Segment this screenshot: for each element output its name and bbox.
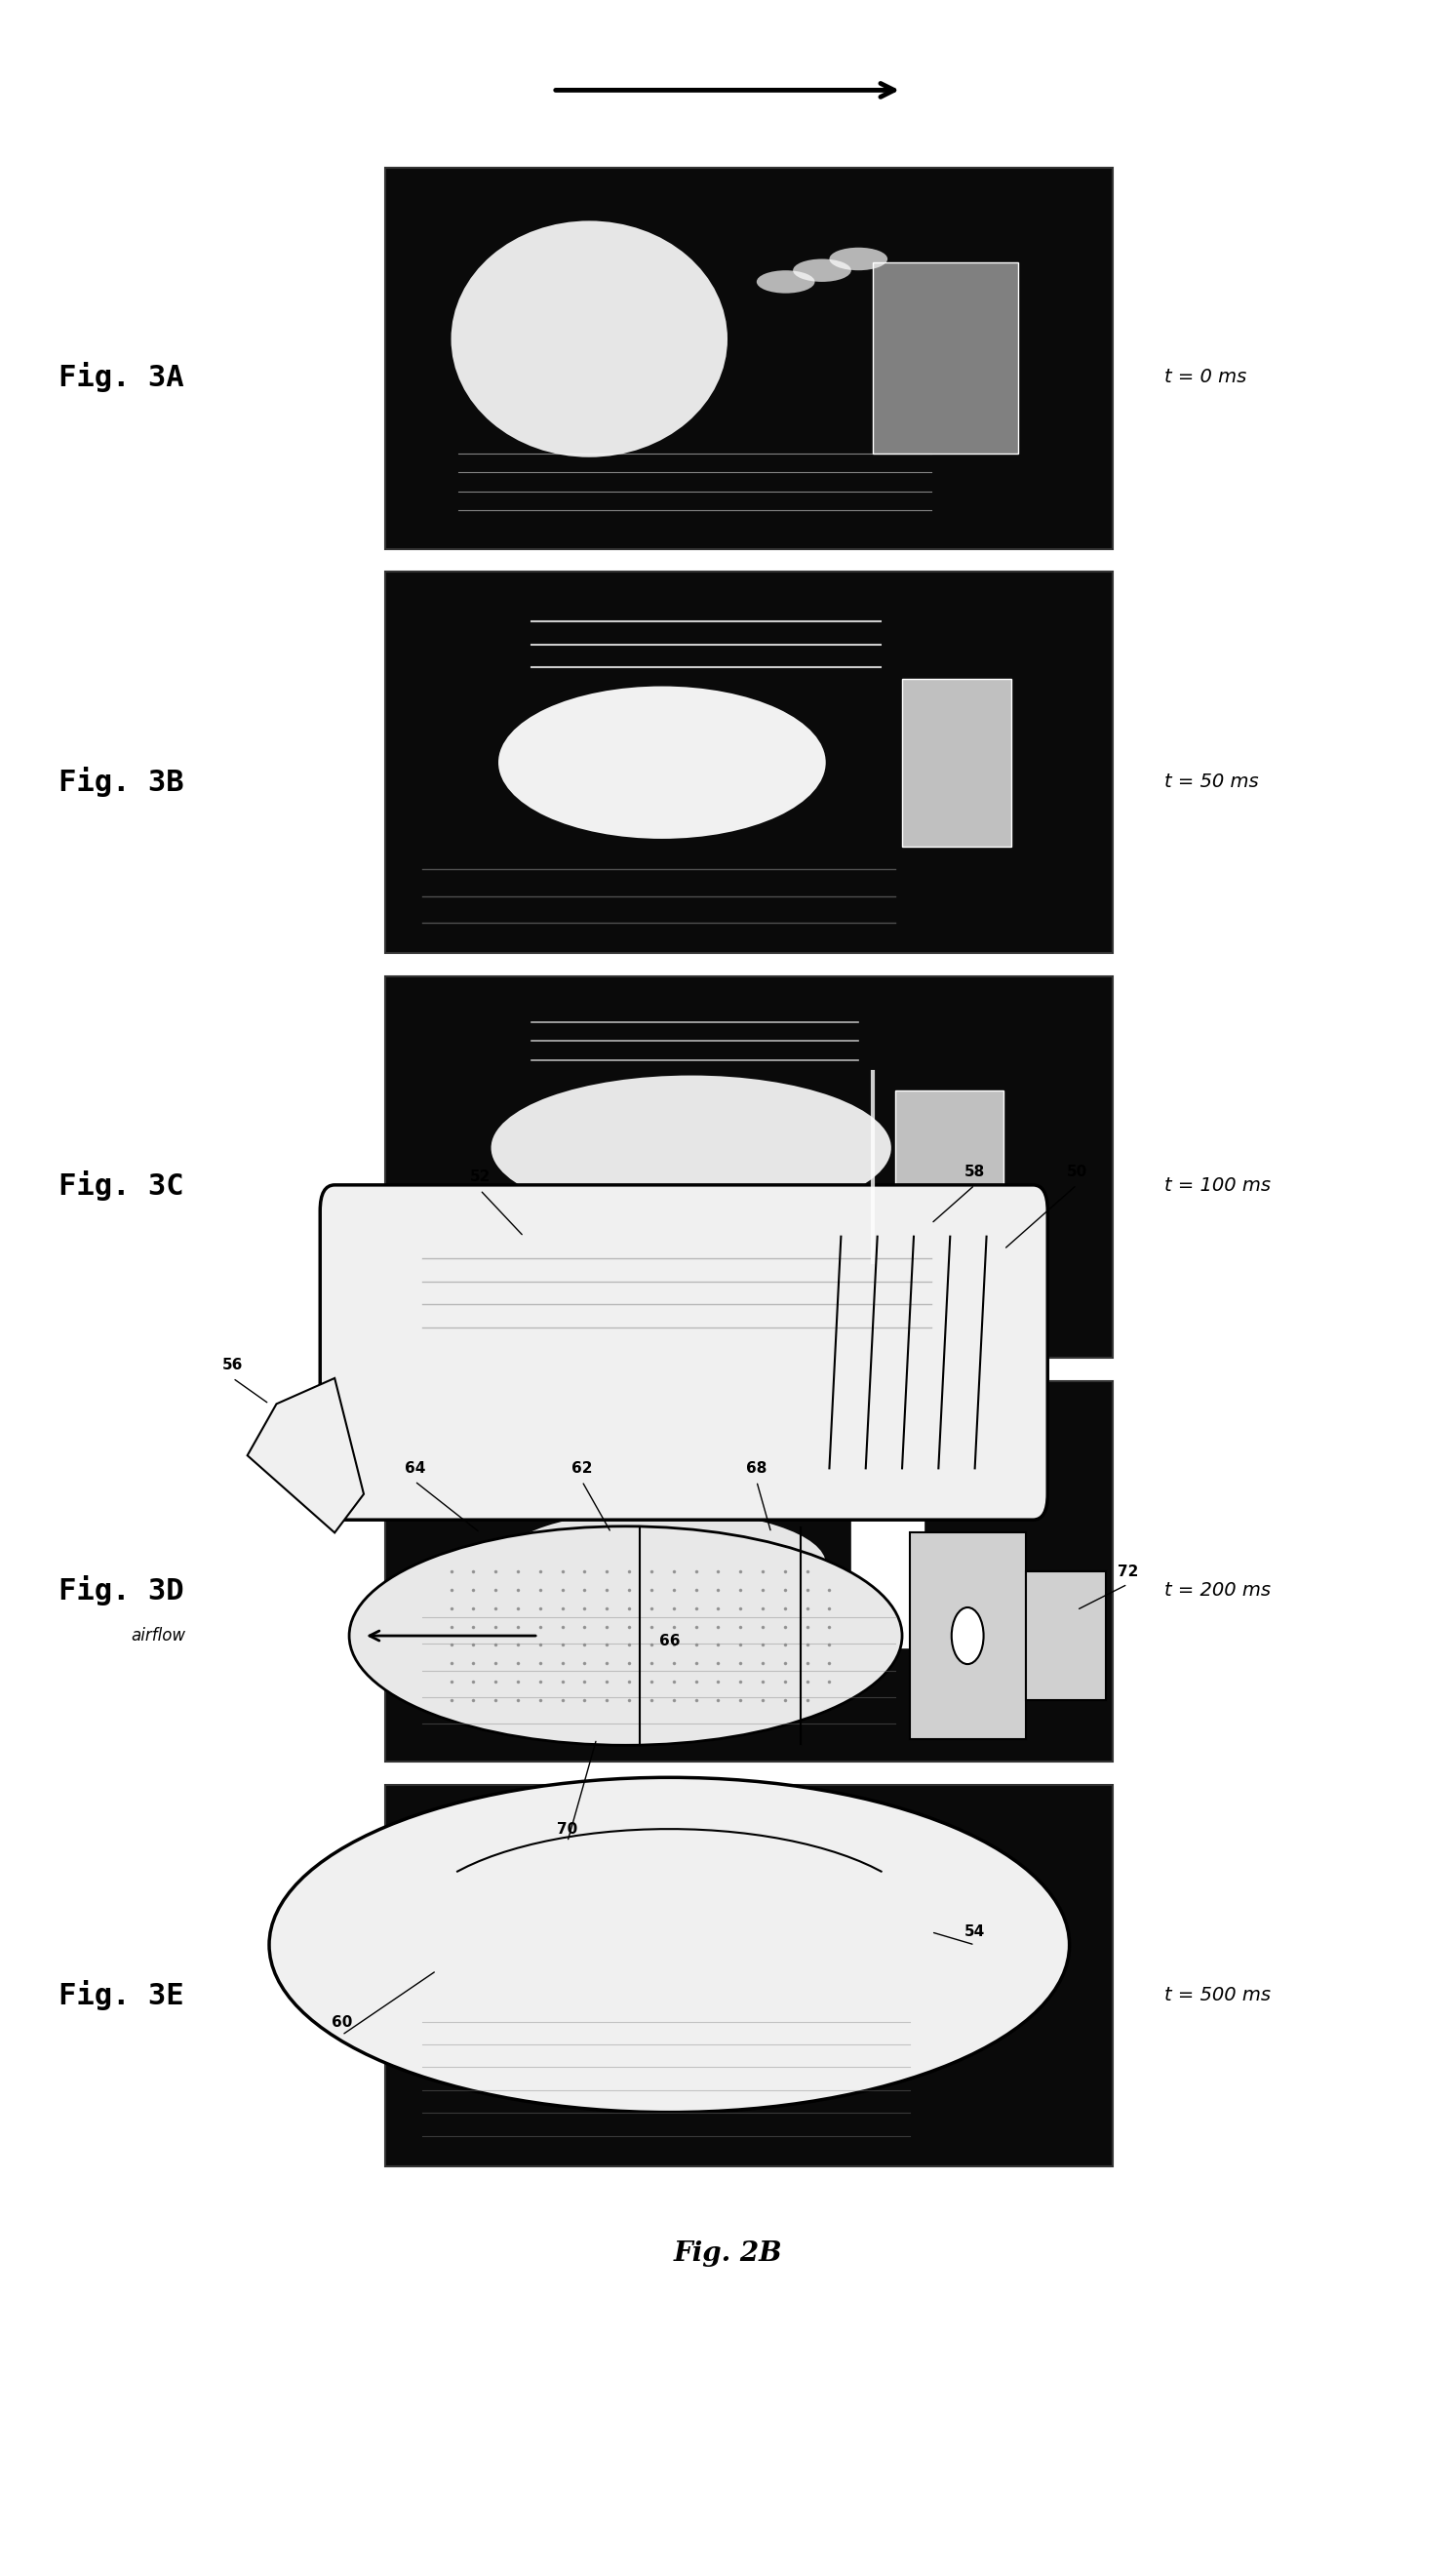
Text: 50: 50: [1067, 1164, 1087, 1180]
Text: 60: 60: [332, 2014, 352, 2030]
FancyBboxPatch shape: [386, 976, 1113, 1358]
Ellipse shape: [451, 222, 728, 456]
Ellipse shape: [637, 1844, 688, 1862]
FancyBboxPatch shape: [320, 1185, 1048, 1520]
Bar: [909, 1533, 1026, 1739]
Text: t = 50 ms: t = 50 ms: [1164, 773, 1259, 791]
Ellipse shape: [487, 1911, 764, 2017]
Bar: [902, 677, 1011, 848]
FancyBboxPatch shape: [386, 1381, 1113, 1762]
Polygon shape: [247, 1378, 364, 1533]
Ellipse shape: [774, 1448, 826, 1466]
Ellipse shape: [757, 270, 815, 294]
Text: t = 500 ms: t = 500 ms: [1164, 1986, 1270, 2004]
Ellipse shape: [498, 685, 826, 840]
Text: 72: 72: [1117, 1564, 1138, 1579]
Ellipse shape: [829, 247, 888, 270]
Ellipse shape: [349, 1525, 902, 1747]
Ellipse shape: [952, 1607, 984, 1664]
Ellipse shape: [725, 1844, 774, 1862]
Ellipse shape: [498, 1510, 826, 1618]
Bar: [873, 263, 1018, 453]
FancyBboxPatch shape: [386, 167, 1113, 549]
Bar: [1026, 1571, 1106, 1700]
Text: Fig. 3C: Fig. 3C: [58, 1172, 183, 1200]
Ellipse shape: [378, 1198, 989, 1455]
Bar: [822, 1899, 880, 2053]
Bar: [851, 1494, 924, 1649]
Text: 58: 58: [965, 1164, 985, 1180]
Text: 64: 64: [404, 1461, 425, 1476]
Text: 62: 62: [572, 1461, 592, 1476]
Ellipse shape: [269, 1777, 1069, 2112]
Text: Fig. 2B: Fig. 2B: [674, 2241, 781, 2267]
Text: Fig. 3B: Fig. 3B: [58, 768, 183, 796]
Text: Fig. 3A: Fig. 3A: [58, 363, 183, 392]
Text: 66: 66: [659, 1633, 679, 1649]
Text: t = 100 ms: t = 100 ms: [1164, 1177, 1270, 1195]
Text: airflow: airflow: [131, 1628, 186, 1643]
Text: 52: 52: [470, 1170, 490, 1185]
Text: Fig. 3E: Fig. 3E: [58, 1981, 183, 2009]
Ellipse shape: [490, 1074, 890, 1221]
Ellipse shape: [688, 1448, 739, 1466]
FancyBboxPatch shape: [386, 572, 1113, 953]
Text: t = 0 ms: t = 0 ms: [1164, 368, 1245, 386]
FancyBboxPatch shape: [386, 1785, 1113, 2166]
Text: 54: 54: [965, 1924, 985, 1940]
Text: 56: 56: [223, 1358, 243, 1373]
Bar: [895, 1090, 1004, 1244]
Text: t = 200 ms: t = 200 ms: [1164, 1582, 1270, 1600]
Text: 68: 68: [746, 1461, 767, 1476]
Text: Fig. 3D: Fig. 3D: [58, 1577, 183, 1605]
Ellipse shape: [793, 260, 851, 281]
Text: 70: 70: [557, 1821, 578, 1837]
